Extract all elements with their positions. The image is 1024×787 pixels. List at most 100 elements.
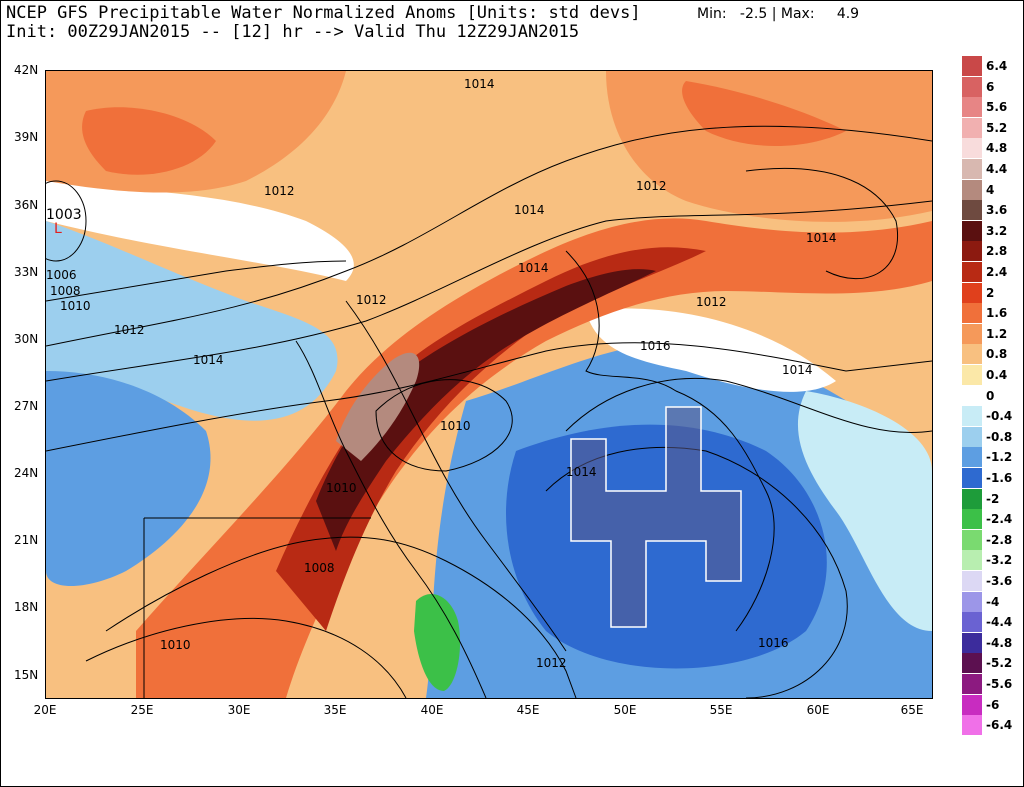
legend-swatch xyxy=(962,529,982,550)
legend-swatch xyxy=(962,200,982,221)
lon-label: 30E xyxy=(227,703,251,717)
legend-entry: -5.6 xyxy=(962,674,1022,694)
legend-label: 0.4 xyxy=(986,368,1008,382)
legend-label: 2.8 xyxy=(986,244,1008,259)
isobar-label: 1003 xyxy=(46,207,82,223)
isobar-label: 1016 xyxy=(640,339,671,353)
extreme-anomaly xyxy=(336,352,420,461)
legend-entry: -1.6 xyxy=(962,468,1022,488)
legend-entry: 2.4 xyxy=(962,262,1022,282)
legend-label: 2 xyxy=(986,285,995,300)
isobar-label: 1014 xyxy=(193,353,224,367)
mediterranean-coast xyxy=(46,260,347,302)
legend-entry: -1.2 xyxy=(962,447,1022,468)
isobar-label: 1014 xyxy=(464,77,495,91)
legend-swatch xyxy=(962,612,982,633)
watermark-letter: H xyxy=(641,530,650,544)
legend-label: -2 xyxy=(986,491,1000,506)
isobar-label: 1010 xyxy=(326,481,357,495)
legend-swatch xyxy=(962,179,982,200)
legend-swatch xyxy=(962,571,982,591)
legend-swatch xyxy=(962,282,982,303)
lon-label: 55E xyxy=(709,703,733,717)
low-pressure-marker: L xyxy=(54,221,62,237)
legend-swatch xyxy=(962,591,982,612)
lat-label: 27N xyxy=(14,399,39,413)
legend-entry: 4.4 xyxy=(962,159,1022,179)
legend-label: 3.2 xyxy=(986,223,1008,238)
min-label: Min: xyxy=(697,6,727,22)
legend-swatch xyxy=(962,303,982,324)
chart-title: NCEP GFS Precipitable Water Normalized A… xyxy=(6,3,641,23)
legend-entry: 2 xyxy=(962,282,1022,303)
legend-swatch xyxy=(962,365,982,385)
legend-label: 6 xyxy=(986,79,995,94)
arabia-coast xyxy=(565,250,775,632)
legend-swatch xyxy=(962,426,982,447)
lon-label: 40E xyxy=(420,703,444,717)
legend-swatch xyxy=(962,117,982,138)
legend-label: 2.4 xyxy=(986,265,1008,279)
lat-label: 30N xyxy=(14,332,39,346)
isobar-label: 1012 xyxy=(356,293,387,307)
lat-label: 15N xyxy=(14,668,39,682)
legend-entry: 3.2 xyxy=(962,220,1022,241)
legend-entry: 0 xyxy=(962,385,1022,406)
isobar-label: 1012 xyxy=(636,179,667,193)
legend-entry: -5.2 xyxy=(962,653,1022,674)
red-sea-coast-east xyxy=(345,300,567,652)
map-plot-area: H 1014 1012 1014 1012 1014 1014 1012 1012 1012 10… xyxy=(45,70,933,699)
lat-label: 36N xyxy=(14,198,39,212)
isobar-label: 1006 xyxy=(46,268,77,282)
lat-label: 33N xyxy=(14,265,39,279)
isobar-label: 1010 xyxy=(440,419,471,433)
legend-label: -1.2 xyxy=(986,450,1013,465)
legend-label: -3.6 xyxy=(986,574,1013,588)
legend-swatch xyxy=(962,406,982,427)
legend-label: -0.4 xyxy=(986,409,1013,424)
min-max-separator: | xyxy=(771,6,777,22)
legend-swatch xyxy=(962,56,982,76)
legend-entry: -3.2 xyxy=(962,550,1022,571)
legend-label: 0 xyxy=(986,388,995,403)
legend-label: -2.4 xyxy=(986,512,1013,527)
weak-negative-anomaly-east xyxy=(797,391,932,631)
isobar-label: 1014 xyxy=(514,203,545,217)
legend-entry: -2 xyxy=(962,488,1022,509)
legend-entry: 3.6 xyxy=(962,200,1022,221)
legend-label: 3.6 xyxy=(986,203,1008,218)
legend-swatch xyxy=(962,385,982,406)
legend-entry: 6 xyxy=(962,76,1022,97)
legend-swatch xyxy=(962,97,982,118)
lat-label: 24N xyxy=(14,466,39,480)
legend-label: -2.8 xyxy=(986,532,1013,547)
min-max-readout: Min: -2.5 | Max: 4.9 xyxy=(697,6,859,22)
legend-label: -6 xyxy=(986,697,1000,712)
lon-label: 50E xyxy=(613,703,637,717)
legend-entry: -2.8 xyxy=(962,529,1022,550)
legend-label: -4.8 xyxy=(986,635,1013,650)
legend-label: -4.4 xyxy=(986,615,1013,630)
legend-label: -4 xyxy=(986,594,1000,609)
min-value: -2.5 xyxy=(739,6,768,22)
isobar-label: 1012 xyxy=(264,184,295,198)
legend-swatch xyxy=(962,653,982,674)
positive-anomaly-core-northeast xyxy=(682,81,846,146)
legend-entry: -0.8 xyxy=(962,426,1022,447)
isobars xyxy=(46,125,932,698)
legend-swatch xyxy=(962,323,982,344)
legend-label: 1.6 xyxy=(986,306,1008,321)
legend-entry: 5.6 xyxy=(962,97,1022,118)
lat-label: 39N xyxy=(14,130,39,144)
positive-anomaly-northeast xyxy=(606,71,932,222)
legend-label: 4.4 xyxy=(986,162,1008,176)
legend-swatch xyxy=(962,241,982,262)
max-label: Max: xyxy=(780,6,815,22)
lat-label: 18N xyxy=(14,600,39,614)
legend-label: 1.2 xyxy=(986,326,1008,341)
isobar-label: 1014 xyxy=(518,261,549,275)
legend-swatch xyxy=(962,694,982,715)
negative-anomaly-libya xyxy=(46,371,211,586)
legend-label: -5.2 xyxy=(986,656,1013,671)
legend-label: -1.6 xyxy=(986,471,1013,485)
